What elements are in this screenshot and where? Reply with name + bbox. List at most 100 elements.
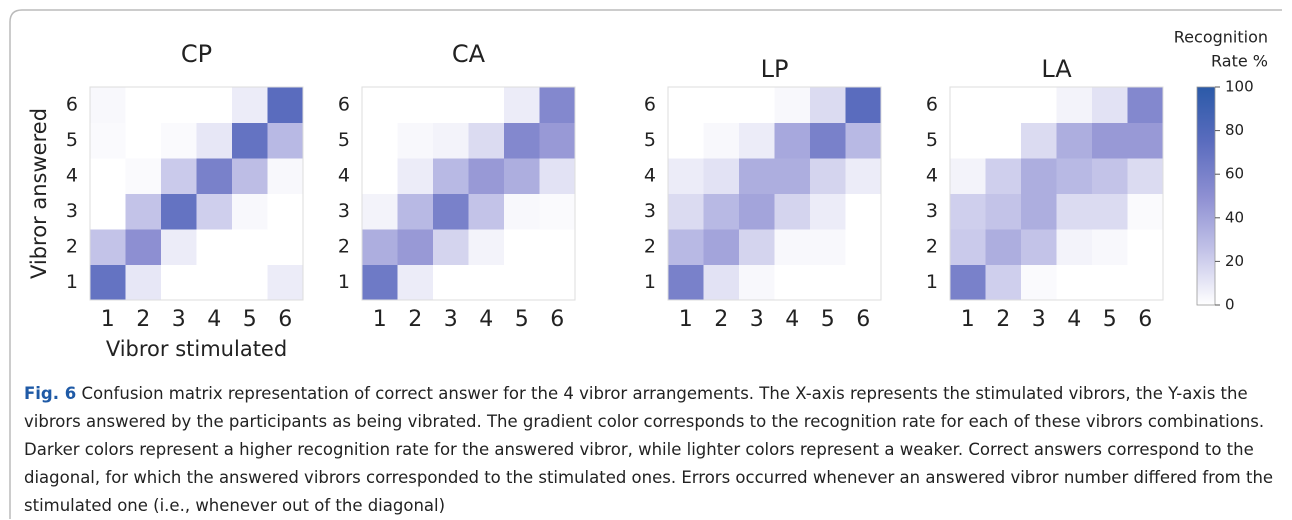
cell [125, 264, 162, 301]
y-tick-label: 6 [66, 93, 78, 115]
cell [1056, 158, 1093, 194]
x-tick-label: 2 [136, 307, 150, 332]
cell [985, 264, 1022, 301]
cell [845, 122, 882, 159]
x-tick-label: 4 [207, 307, 221, 332]
cell [845, 229, 882, 265]
cell [362, 193, 398, 230]
cell [468, 264, 505, 301]
cell [1056, 264, 1093, 301]
cell [433, 193, 469, 230]
cell [1056, 229, 1093, 265]
cell [539, 264, 576, 301]
cell [433, 87, 469, 123]
cell [1021, 158, 1057, 194]
cell [810, 158, 846, 194]
cell [774, 264, 811, 301]
cell [362, 122, 398, 159]
cell [774, 87, 811, 123]
cell [739, 264, 775, 301]
cell [161, 264, 197, 301]
chart-title: LA [1041, 55, 1072, 83]
cell [125, 158, 162, 194]
cell [1092, 193, 1128, 230]
cell [90, 122, 126, 159]
cell [1021, 193, 1057, 230]
plot-border [89, 86, 304, 301]
cell [267, 158, 304, 194]
cell [1127, 158, 1164, 194]
cell [810, 229, 846, 265]
colorbar-title: Recognition [1174, 28, 1268, 47]
chart-title: CA [452, 40, 486, 68]
cell [468, 158, 505, 194]
y-tick-label: 3 [338, 200, 350, 222]
cell [232, 264, 268, 301]
cell [1092, 158, 1128, 194]
y-tick-label: 3 [66, 200, 78, 222]
cell [1021, 229, 1057, 265]
cell [397, 229, 434, 265]
plot-border [361, 86, 576, 301]
cell [232, 193, 268, 230]
cell [950, 122, 986, 159]
cell [397, 193, 434, 230]
plot-border [949, 86, 1164, 301]
cell [774, 122, 811, 159]
colorbar-tick-label: 60 [1225, 165, 1244, 183]
cell [468, 193, 505, 230]
caption-label: Fig. 6 [24, 384, 77, 403]
cell [125, 193, 162, 230]
cell [739, 193, 775, 230]
cell [90, 158, 126, 194]
cell [810, 87, 846, 123]
cell [362, 87, 398, 123]
cell [232, 229, 268, 265]
y-tick-label: 3 [926, 200, 938, 222]
y-tick-label: 2 [338, 235, 350, 257]
cell [232, 158, 268, 194]
cell [668, 122, 704, 159]
y-tick-label: 3 [644, 200, 656, 222]
cell [161, 229, 197, 265]
cell [950, 264, 986, 301]
y-tick-label: 2 [66, 235, 78, 257]
x-tick-label: 2 [996, 307, 1010, 332]
x-tick-label: 5 [515, 307, 529, 332]
y-tick-label: 6 [926, 93, 938, 115]
cell [161, 87, 197, 123]
cell [397, 158, 434, 194]
cell [845, 264, 882, 301]
cell [1021, 87, 1057, 123]
x-tick-label: 1 [961, 307, 975, 332]
cell [774, 158, 811, 194]
cell [196, 158, 233, 194]
cell [504, 122, 540, 159]
cell [703, 264, 740, 301]
colorbar-tick-label: 100 [1225, 78, 1254, 96]
cell [810, 264, 846, 301]
chart-title: CP [181, 40, 212, 68]
cell [232, 87, 268, 123]
y-tick-label: 1 [66, 271, 78, 293]
cell [703, 158, 740, 194]
cell [845, 87, 882, 123]
x-tick-label: 5 [821, 307, 835, 332]
colorbar-tick-label: 40 [1225, 208, 1244, 226]
cell [1127, 122, 1164, 159]
cell [1127, 87, 1164, 123]
colorbar [1196, 86, 1216, 306]
cell [668, 229, 704, 265]
cell [774, 229, 811, 265]
x-tick-label: 1 [101, 307, 115, 332]
cell [1092, 264, 1128, 301]
chart-title: LP [761, 55, 789, 83]
caption-text: Confusion matrix representation of corre… [24, 384, 1274, 515]
cell [539, 193, 576, 230]
cell [125, 229, 162, 265]
x-tick-label: 3 [750, 307, 764, 332]
x-tick-label: 6 [278, 307, 292, 332]
cell [845, 193, 882, 230]
cell [668, 158, 704, 194]
